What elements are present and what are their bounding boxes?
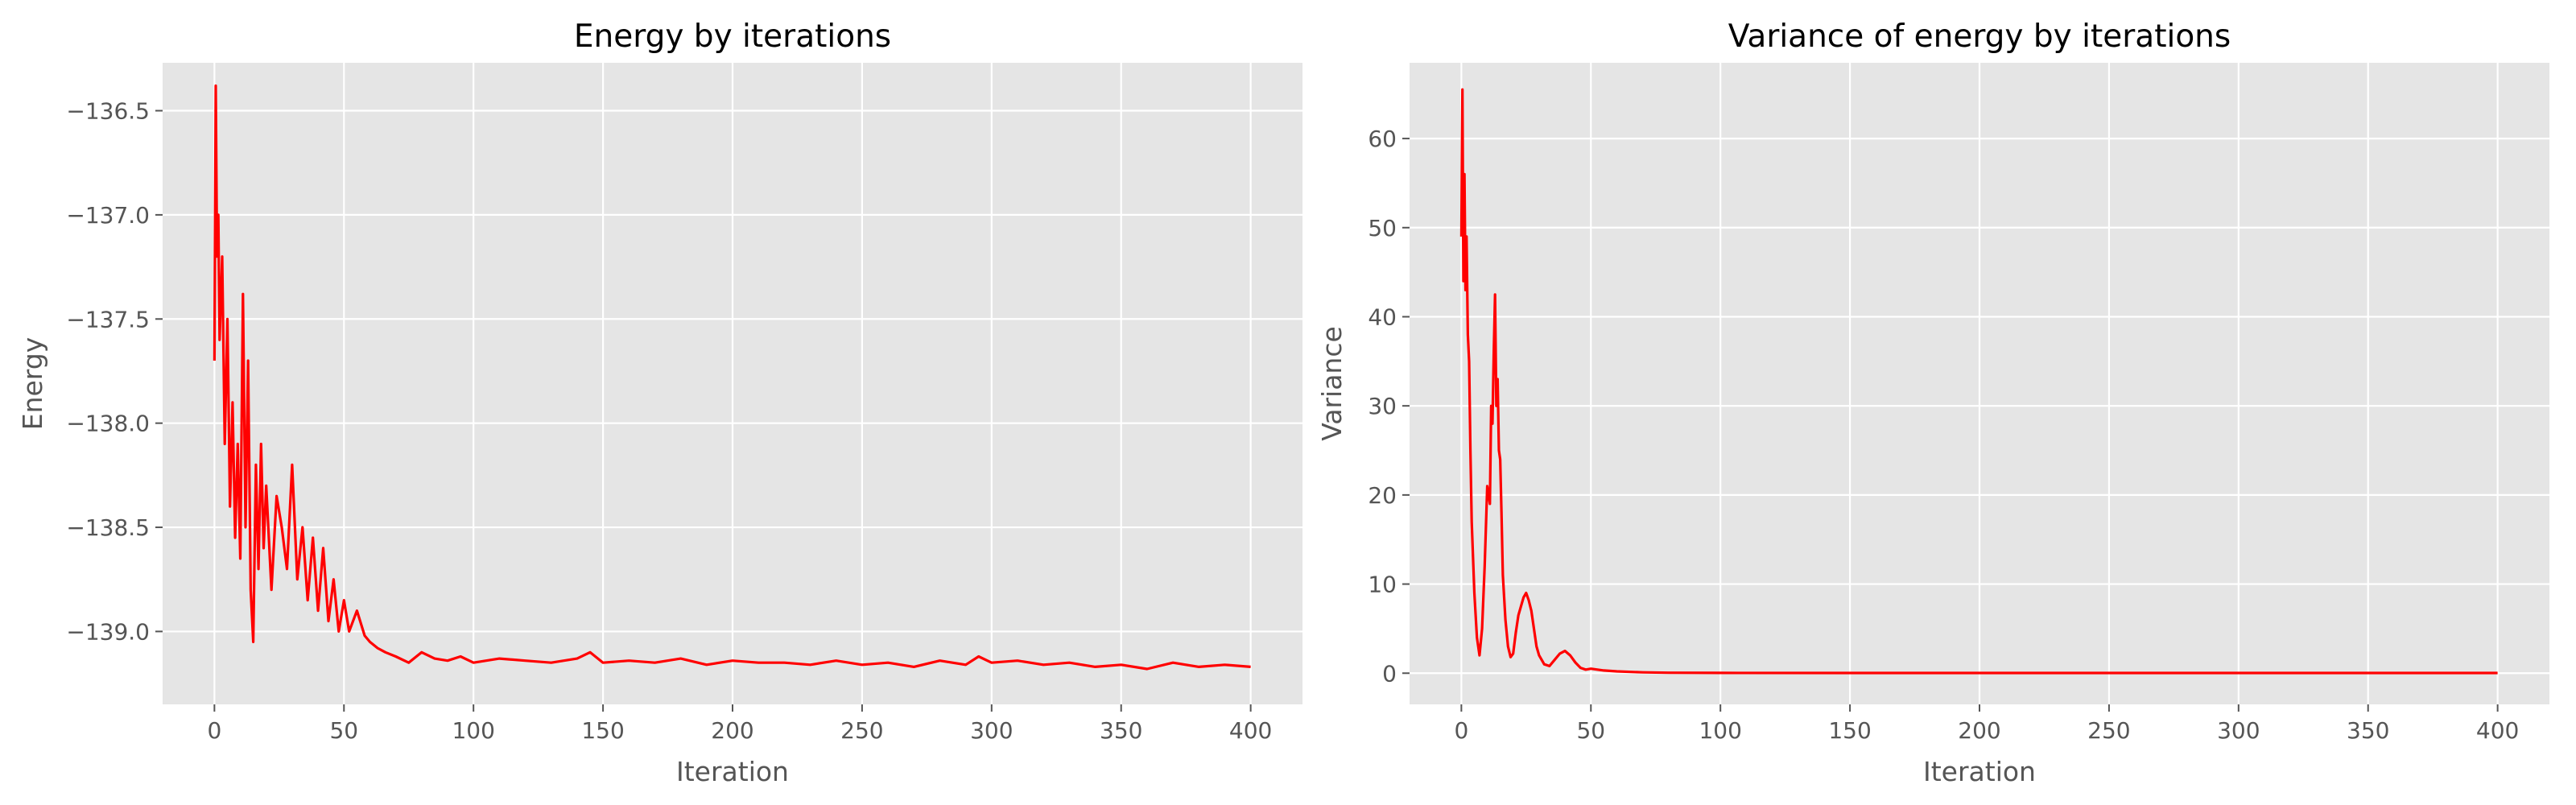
y-tick-label: −138.0 bbox=[66, 411, 150, 437]
x-tick-label: 150 bbox=[581, 717, 624, 744]
y-tick-label: −137.0 bbox=[66, 202, 150, 229]
x-tick-label: 0 bbox=[207, 717, 221, 744]
x-tick-label: 400 bbox=[2476, 717, 2519, 744]
x-tick-label: 300 bbox=[2217, 717, 2260, 744]
x-axis-label: Iteration bbox=[676, 756, 789, 787]
x-tick-label: 400 bbox=[1229, 717, 1272, 744]
x-tick-label: 250 bbox=[2087, 717, 2130, 744]
x-tick-label: 0 bbox=[1454, 717, 1468, 744]
y-tick-label: −137.5 bbox=[66, 306, 150, 332]
x-axis-label: Iteration bbox=[1923, 756, 2036, 787]
y-axis-label: Variance bbox=[1316, 326, 1348, 441]
chart-panel-1: 0 50 100 150 200 250 300 350 400 −136.5 −137.0 −137… bbox=[17, 19, 1302, 787]
y-tick-label: −139.0 bbox=[66, 618, 150, 645]
x-tick-label: 350 bbox=[2347, 717, 2389, 744]
x-tick-label: 150 bbox=[1828, 717, 1871, 744]
y-tick-label: 10 bbox=[1368, 572, 1397, 598]
x-tick-label: 50 bbox=[1576, 717, 1605, 744]
x-tick-label: 350 bbox=[1100, 717, 1142, 744]
chart-panel-2: 0 50 100 150 200 250 300 350 400 0 10 20 30 40 50 60 Var… bbox=[1316, 19, 2549, 787]
series-line-1 bbox=[213, 84, 1251, 671]
y-tick-label: 20 bbox=[1368, 482, 1397, 509]
y-tick-label: 50 bbox=[1368, 215, 1397, 242]
x-tick-label: 250 bbox=[840, 717, 883, 744]
x-tick-label: 200 bbox=[1958, 717, 2000, 744]
x-tick-label: 100 bbox=[452, 717, 494, 744]
y-tick-label: −136.5 bbox=[66, 98, 150, 125]
y-tick-label: 60 bbox=[1368, 126, 1397, 152]
y-tick-label: 0 bbox=[1382, 660, 1397, 687]
chart-title: Variance of energy by iterations bbox=[1728, 19, 2231, 55]
x-tick-label: 50 bbox=[329, 717, 358, 744]
y-axis-label: Energy bbox=[17, 337, 48, 431]
x-tick-label: 300 bbox=[970, 717, 1013, 744]
y-tick-label: 30 bbox=[1368, 393, 1397, 419]
x-tick-label: 200 bbox=[711, 717, 753, 744]
series-line-1 bbox=[1459, 88, 2498, 675]
x-tick-label: 100 bbox=[1699, 717, 1741, 744]
y-tick-label: 40 bbox=[1368, 303, 1397, 330]
y-tick-label: −138.5 bbox=[66, 514, 150, 541]
chart-title: Energy by iterations bbox=[574, 19, 891, 55]
